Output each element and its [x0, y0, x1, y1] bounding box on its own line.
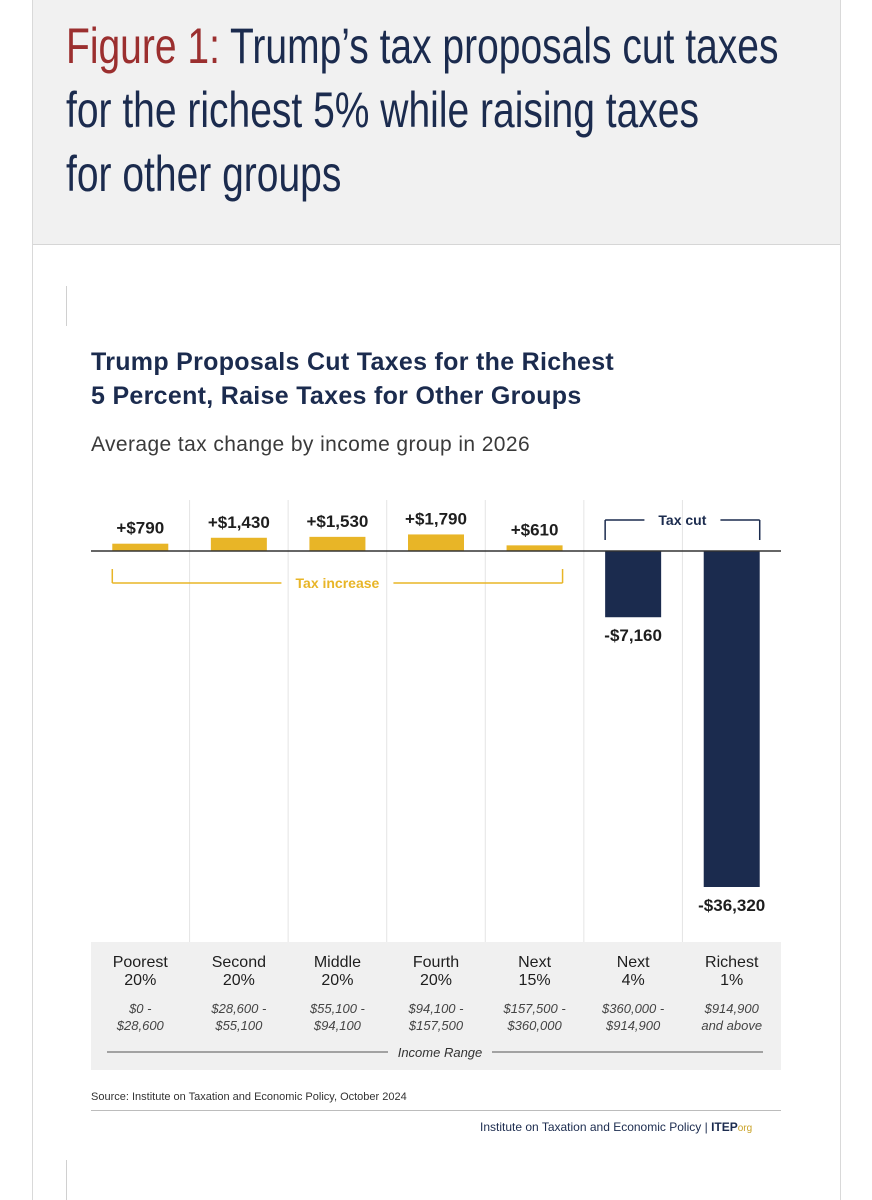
bar [703, 551, 760, 887]
category-label: Next [617, 954, 650, 971]
bar [309, 536, 366, 551]
income-range-label: $0 - [128, 1001, 152, 1016]
category-label: Fourth [413, 954, 459, 971]
bar [506, 545, 563, 551]
category-panel [91, 942, 781, 1070]
income-range-label: $94,100 [313, 1018, 362, 1033]
data-label: -$7,160 [604, 626, 662, 645]
category-label: 4% [622, 972, 645, 989]
category-label: Richest [705, 954, 759, 971]
chart-title-line1: Trump Proposals Cut Taxes for the Riches… [91, 348, 615, 376]
income-range-label: $28,600 - [210, 1001, 267, 1016]
income-range-label: $360,000 [506, 1018, 562, 1033]
source-note: Source: Institute on Taxation and Econom… [91, 1091, 407, 1103]
bar [408, 534, 464, 551]
figure-label: Figure 1: [66, 18, 220, 74]
category-label: Middle [314, 954, 361, 971]
data-label: +$790 [116, 519, 164, 538]
income-range-label: $55,100 - [309, 1001, 366, 1016]
figure-title-line1: Trump’s tax proposals cut taxes [219, 18, 779, 74]
page-border-left [32, 0, 33, 1200]
income-range-label: $55,100 [214, 1018, 263, 1033]
income-range-label: $360,000 - [601, 1001, 665, 1016]
bar [605, 551, 662, 618]
figure-title: Figure 1: Trump’s tax proposals cut taxe… [66, 14, 872, 206]
income-range-label: $157,500 - [502, 1001, 566, 1016]
category-label: 15% [519, 972, 551, 989]
figure-title-line3: for other groups [66, 146, 342, 202]
income-range-label: $157,500 [408, 1018, 464, 1033]
income-range-label: $914,900 [605, 1018, 661, 1033]
cut-bracket-label: Tax cut [658, 512, 706, 528]
itep-logo: ITEP [711, 1120, 738, 1134]
footer-credit: Institute on Taxation and Economic Polic… [480, 1120, 752, 1134]
figure-title-line2: for the richest 5% while raising taxes [66, 82, 699, 138]
figure-header [33, 0, 840, 245]
margin-rule-top [66, 286, 67, 326]
category-label: 20% [124, 972, 156, 989]
category-label: 20% [420, 972, 452, 989]
bar [210, 537, 267, 551]
bar [112, 543, 169, 551]
income-range-label: and above [701, 1018, 762, 1033]
category-label: 20% [321, 972, 353, 989]
category-label: Second [212, 954, 266, 971]
income-range-label: $914,900 [704, 1001, 760, 1016]
page-border-right [840, 0, 841, 1200]
footer-separator: | [704, 1120, 708, 1134]
data-label: -$36,320 [698, 896, 765, 915]
category-label: 20% [223, 972, 255, 989]
chart-title-line2: 5 Percent, Raise Taxes for Other Groups [91, 382, 582, 410]
x-axis-label: Income Range [398, 1045, 483, 1060]
category-label: Poorest [113, 954, 169, 971]
footer-org-name: Institute on Taxation and Economic Polic… [480, 1120, 702, 1134]
category-label: 1% [720, 972, 743, 989]
chart-title: Trump Proposals Cut Taxes for the Riches… [91, 345, 791, 413]
footer-divider [91, 1110, 781, 1111]
increase-bracket-label: Tax increase [296, 575, 380, 591]
category-label: Next [518, 954, 551, 971]
data-label: +$1,790 [405, 509, 467, 528]
itep-logo-suffix: org [737, 1123, 753, 1134]
data-label: +$1,430 [208, 513, 270, 532]
data-label: +$1,530 [306, 512, 368, 531]
income-range-label: $94,100 - [408, 1001, 465, 1016]
data-label: +$610 [511, 520, 559, 539]
income-range-label: $28,600 [116, 1018, 165, 1033]
margin-rule-bottom [66, 1160, 67, 1200]
chart-subtitle: Average tax change by income group in 20… [91, 433, 531, 456]
